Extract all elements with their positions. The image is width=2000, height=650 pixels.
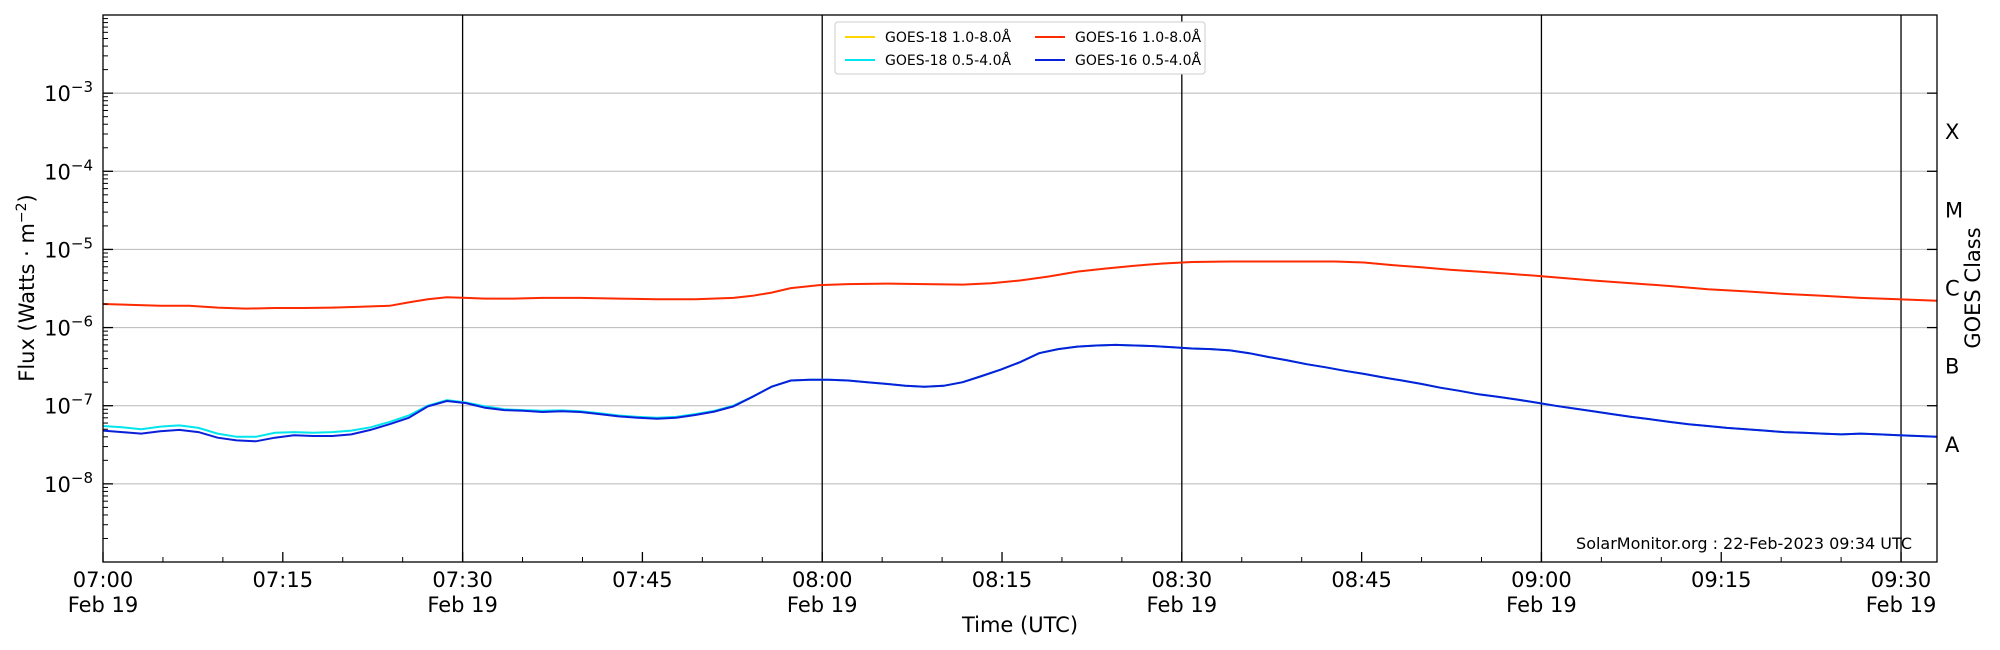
x-tick-date: Feb 19 xyxy=(1866,593,1937,617)
series-line xyxy=(103,260,1937,310)
x-tick-date: Feb 19 xyxy=(68,593,139,617)
x-tick-date: Feb 19 xyxy=(427,593,498,617)
legend-label: GOES-18 1.0-8.0Å xyxy=(885,29,1011,46)
y-tick-label: 10−6 xyxy=(44,313,93,341)
y-tick-exponent: −7 xyxy=(71,391,93,409)
legend-box xyxy=(834,21,1206,75)
goes-class-axis-title: GOES Class xyxy=(1961,227,1985,348)
y-tick-exponent: −6 xyxy=(71,313,93,331)
goes-class-label: B xyxy=(1945,355,1959,379)
axis-ticks xyxy=(102,18,1937,562)
legend: GOES-18 1.0-8.0Å GOES-18 0.5-4.0Å GOES-16 … xyxy=(834,21,1206,75)
y-tick-exponent: −5 xyxy=(71,234,93,252)
x-tick-date: Feb 19 xyxy=(787,593,858,617)
goes-class-label: A xyxy=(1945,433,1960,457)
x-tick-label: 09:15 xyxy=(1691,568,1752,592)
x-tick-label: 08:15 xyxy=(972,568,1033,592)
x-axis-title: Time (UTC) xyxy=(961,613,1078,637)
watermark: SolarMonitor.org : 22-Feb-2023 09:34 UTC xyxy=(1576,534,1912,553)
series-line xyxy=(103,343,1937,438)
series-lines xyxy=(103,260,1937,443)
x-tick-date: Feb 19 xyxy=(1147,593,1218,617)
y-tick-exponent: −8 xyxy=(71,469,93,487)
x-tick-date: Feb 19 xyxy=(1506,593,1577,617)
y-axis-title: Flux (Watts · m−2) xyxy=(14,194,39,382)
y-tick-label: 10−4 xyxy=(44,156,93,184)
plot-frame xyxy=(102,14,1938,563)
legend-label: GOES-16 0.5-4.0Å xyxy=(1075,52,1201,69)
x-tick-label: 09:30 xyxy=(1871,568,1932,592)
y-tick-exponent: −4 xyxy=(71,156,93,174)
x-tick-label: 07:45 xyxy=(612,568,673,592)
y-tick-base: 10 xyxy=(44,473,71,497)
y-tick-label: 10−8 xyxy=(44,469,93,497)
y-axis-title-exponent: −2 xyxy=(14,202,30,223)
y-tick-label: 10−3 xyxy=(44,78,93,106)
x-tick-label: 07:15 xyxy=(253,568,314,592)
y-axis-title-close: ) xyxy=(15,194,39,202)
y-tick-exponent: −3 xyxy=(71,78,93,96)
legend-label: GOES-18 0.5-4.0Å xyxy=(885,52,1011,69)
y-tick-base: 10 xyxy=(44,395,71,419)
y-tick-base: 10 xyxy=(44,160,71,184)
y-tick-label: 10−7 xyxy=(44,391,93,419)
y-axis-title-main: Flux (Watts · m xyxy=(15,223,39,382)
legend-label: GOES-16 1.0-8.0Å xyxy=(1075,29,1201,46)
grid xyxy=(103,92,1937,485)
x-tick-label: 08:00 xyxy=(792,568,853,592)
x-tick-label: 08:30 xyxy=(1152,568,1213,592)
goes-class-label: M xyxy=(1945,198,1963,222)
x-tick-label: 07:00 xyxy=(73,568,134,592)
series-line xyxy=(103,343,1937,443)
goes-class-label: X xyxy=(1945,120,1959,144)
goes-class-label: C xyxy=(1945,277,1960,301)
y-tick-base: 10 xyxy=(44,317,71,341)
y-tick-label: 10−5 xyxy=(44,234,93,262)
y-tick-base: 10 xyxy=(44,82,71,106)
x-tick-label: 09:00 xyxy=(1511,568,1572,592)
x-tick-label: 07:30 xyxy=(432,568,493,592)
y-tick-base: 10 xyxy=(44,238,71,262)
x-tick-label: 08:45 xyxy=(1331,568,1392,592)
vertical-markers xyxy=(461,15,1902,562)
